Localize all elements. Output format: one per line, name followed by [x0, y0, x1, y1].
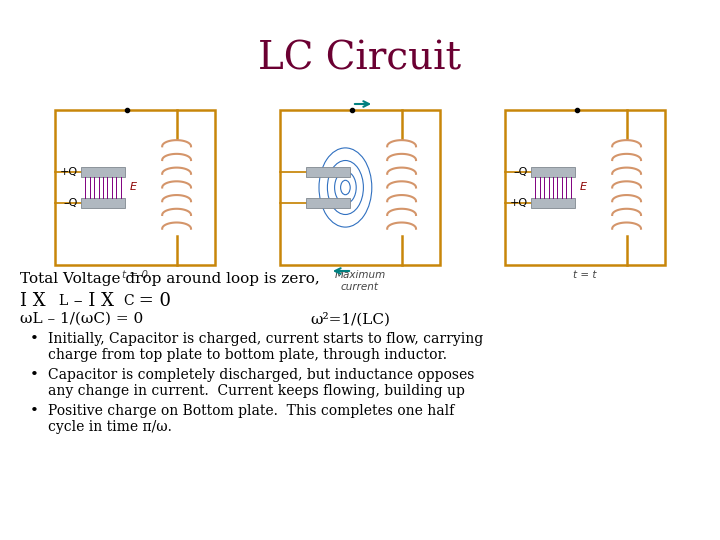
- Text: any change in current.  Current keeps flowing, building up: any change in current. Current keeps flo…: [48, 384, 465, 398]
- Text: Maximum
current: Maximum current: [334, 270, 386, 292]
- Polygon shape: [531, 198, 575, 208]
- Text: •: •: [30, 404, 39, 418]
- Text: ω²=1/(LC): ω²=1/(LC): [310, 312, 390, 326]
- Polygon shape: [305, 166, 351, 178]
- Text: Total Voltage drop around loop is zero,: Total Voltage drop around loop is zero,: [20, 272, 320, 286]
- Text: – I X: – I X: [68, 292, 114, 310]
- Text: Positive charge on Bottom plate.  This completes one half: Positive charge on Bottom plate. This co…: [48, 404, 454, 418]
- Text: E: E: [130, 183, 136, 192]
- Text: E: E: [580, 183, 586, 192]
- Text: L: L: [58, 294, 67, 308]
- Text: I X: I X: [20, 292, 45, 310]
- Text: C: C: [123, 294, 134, 308]
- Text: Capacitor is completely discharged, but inductance opposes: Capacitor is completely discharged, but …: [48, 368, 474, 382]
- Text: –Q: –Q: [513, 167, 528, 177]
- Text: Initially, Capacitor is charged, current starts to flow, carrying: Initially, Capacitor is charged, current…: [48, 332, 483, 346]
- Text: t = 0: t = 0: [122, 270, 148, 280]
- Text: +Q: +Q: [60, 167, 78, 177]
- Text: cycle in time π/ω.: cycle in time π/ω.: [48, 420, 172, 434]
- Text: = 0: = 0: [133, 292, 171, 310]
- Text: +Q: +Q: [510, 198, 528, 208]
- Text: ωL – 1/(ωC) = 0: ωL – 1/(ωC) = 0: [20, 312, 143, 326]
- Polygon shape: [81, 198, 125, 208]
- Text: •: •: [30, 368, 39, 382]
- Text: •: •: [30, 332, 39, 346]
- Polygon shape: [305, 198, 351, 208]
- Polygon shape: [81, 166, 125, 178]
- Text: LC Circuit: LC Circuit: [258, 40, 462, 77]
- Text: t = t: t = t: [573, 270, 597, 280]
- Text: charge from top plate to bottom plate, through inductor.: charge from top plate to bottom plate, t…: [48, 348, 447, 362]
- Polygon shape: [531, 166, 575, 178]
- Text: –Q: –Q: [63, 198, 78, 208]
